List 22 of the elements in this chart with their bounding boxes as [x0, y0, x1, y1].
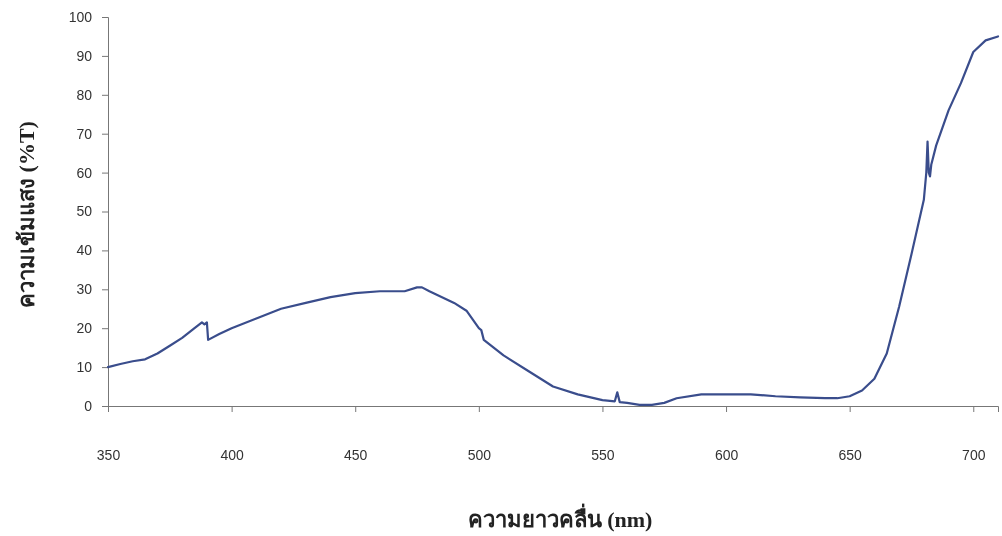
y-tick-label: 90	[76, 47, 93, 64]
y-tick-label: 40	[76, 242, 93, 259]
y-tick-label: 20	[76, 320, 93, 337]
y-tick-label: 30	[76, 281, 93, 298]
y-tick-label: 80	[76, 86, 93, 103]
y-tick-label: 10	[76, 359, 93, 376]
x-tick-label: 350	[96, 446, 121, 463]
y-tick-label: 70	[76, 125, 93, 142]
x-tick-label: 700	[962, 446, 986, 463]
y-tick-label: 100	[68, 8, 93, 25]
x-tick-label: 400	[220, 446, 244, 463]
x-tick-label: 650	[838, 446, 863, 463]
x-axis-title: ความยาวคลื่น (nm)	[467, 503, 653, 532]
x-tick-label: 600	[714, 446, 739, 463]
y-tick-label: 60	[76, 164, 93, 181]
y-tick-label: 0	[84, 397, 93, 414]
line-series	[106, 35, 1000, 406]
x-tick-label: 450	[344, 446, 368, 463]
x-tick-label: 550	[591, 446, 615, 463]
x-tick-label: 500	[467, 446, 492, 463]
y-axis-title: ความเข้มแสง (%T)	[14, 121, 39, 308]
y-tick-label: 50	[76, 203, 93, 220]
